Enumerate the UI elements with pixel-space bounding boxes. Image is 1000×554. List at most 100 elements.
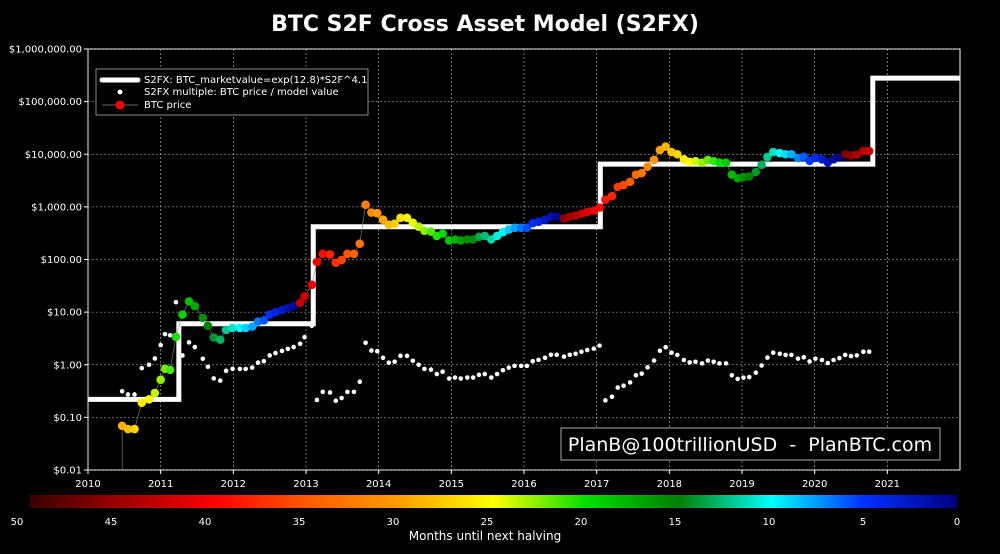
s2fx-multiple-point	[309, 323, 315, 329]
btc-price-point	[190, 301, 200, 311]
btc-price-point	[522, 223, 532, 233]
s2fx-multiple-point	[693, 359, 698, 365]
btc-price-point	[171, 332, 181, 342]
s2fx-multiple-point	[217, 378, 223, 383]
btc-price-point	[619, 180, 628, 190]
s2fx-multiple-point	[795, 356, 801, 361]
btc-price-point	[661, 142, 670, 151]
btc-price-point	[144, 395, 154, 404]
y-tick-label: $100,000.00	[18, 97, 82, 108]
s2fx-multiple-point	[567, 352, 573, 358]
s2fx-multiple-point	[536, 357, 541, 363]
s2fx-multiple-point	[825, 360, 831, 366]
x-axis: 2010 2011 2012 2013 2014 2015 2016 2017 2018 2019…	[75, 470, 900, 490]
y-tick-label: $10.00	[47, 308, 82, 319]
s2fx-multiple-point	[152, 356, 158, 361]
x-tick-label: 2015	[439, 479, 464, 490]
y-tick-label: $1,000.00	[31, 202, 82, 213]
s2fx-multiple-point	[663, 344, 668, 350]
y-tick-label: $100.00	[41, 255, 82, 266]
s2fx-multiple-point	[711, 359, 716, 365]
s2fx-multiple-point	[302, 334, 307, 340]
s2fx-multiple-point	[482, 371, 488, 377]
s2fx-multiple-point	[200, 356, 206, 362]
s2fx-multiple-point	[645, 365, 650, 370]
btc-price-point	[534, 217, 543, 227]
s2fx-multiple-point	[452, 375, 458, 380]
btc-price-point	[318, 249, 328, 259]
s2fx-multiple-point	[279, 348, 285, 354]
btc-price-point	[300, 291, 309, 301]
btc-price-point	[715, 158, 724, 168]
s2fx-multiple-point	[327, 390, 333, 395]
btc-price-point	[325, 250, 335, 259]
s2fx-multiple-point	[249, 365, 255, 370]
btc-price-point	[456, 236, 466, 245]
s2fx-multiple-point	[837, 355, 842, 361]
s2fx-multiple-point	[267, 353, 272, 358]
btc-price-point	[372, 208, 382, 218]
btc-price-point	[150, 388, 160, 398]
btc-price-point	[259, 315, 269, 325]
s2fx-multiple-point	[243, 366, 248, 372]
colorbar-label: Months until next halving	[409, 529, 561, 543]
s2fx-multiple-point	[333, 398, 339, 404]
s2fx-multiple-point	[357, 379, 363, 385]
colorbar-tick-label: 30	[387, 517, 400, 528]
s2fx-multiple-point	[861, 349, 866, 355]
btc-price-point	[165, 365, 175, 375]
btc-price-point	[178, 310, 187, 319]
s2fx-multiple-point	[579, 349, 584, 355]
s2fx-multiple-point	[746, 374, 752, 380]
btc-price-point	[355, 239, 365, 248]
btc-price-point	[289, 301, 298, 311]
y-tick-label: $0.01	[53, 466, 82, 477]
btc-price-point	[198, 313, 208, 323]
s2fx-multiple-point	[192, 344, 198, 350]
btc-price-point	[787, 149, 796, 159]
legend-model-label: S2FX: BTC_marketvalue=exp(12.8)*S2F^4.1	[144, 75, 367, 86]
y-axis: $1,000,000.00 $100,000.00 $10,000.00 $1,000…	[9, 45, 88, 477]
btc-price-point	[552, 212, 561, 222]
s2fx-multiple-point	[591, 346, 597, 351]
colorbar-tick-label: 5	[860, 517, 866, 528]
s2fx-multiple-point	[848, 353, 854, 359]
x-tick-label: 2021	[875, 479, 900, 490]
s2fx-multiple-point	[842, 352, 848, 358]
s2fx-multiple-point	[363, 340, 368, 346]
btc-price-point	[228, 323, 237, 333]
x-tick-label: 2017	[584, 479, 609, 490]
colorbar	[30, 495, 957, 508]
s2fx-multiple-point	[314, 397, 320, 403]
colorbar-tick-label: 15	[669, 517, 682, 528]
s2fx-multiple-point	[374, 348, 380, 354]
s2fx-multiple-point	[410, 358, 416, 364]
s2fx-multiple-point	[699, 361, 705, 366]
chart-title: BTC S2F Cross Asset Model (S2FX)	[271, 12, 699, 37]
s2fx-multiple-point	[524, 363, 530, 369]
s2fx-multiple-point	[428, 367, 434, 372]
s2fx-multiple-point	[621, 383, 626, 388]
btc-price-point	[390, 219, 399, 228]
s2fx-multiple-point	[255, 360, 261, 365]
s2fx-multiple-point	[735, 376, 740, 382]
btc-price-point	[595, 203, 604, 212]
s2fx-multiple-point	[369, 348, 374, 353]
btc-price-point	[768, 147, 778, 157]
x-tick-label: 2016	[511, 479, 536, 490]
x-tick-label: 2020	[802, 479, 827, 490]
s2fx-multiple-point	[854, 353, 860, 358]
s2fx-multiple-point	[470, 375, 476, 380]
colorbar-tick-label: 35	[293, 517, 306, 528]
colorbar-tick-label: 50	[11, 517, 24, 528]
colorbar-tick-label: 10	[763, 517, 776, 528]
btc-price-point	[378, 215, 388, 225]
s2fx-multiple-point	[801, 355, 807, 360]
s2fx-multiple-point	[573, 351, 578, 357]
s2fx-multiple-point	[603, 398, 608, 403]
s2fx-multiple-point	[831, 357, 836, 363]
s2fx-multiple-point	[440, 369, 445, 374]
s2fx-multiple-point	[807, 359, 812, 364]
s2fx-multiple-point	[132, 392, 137, 397]
colorbar-tick-label: 25	[481, 517, 494, 528]
